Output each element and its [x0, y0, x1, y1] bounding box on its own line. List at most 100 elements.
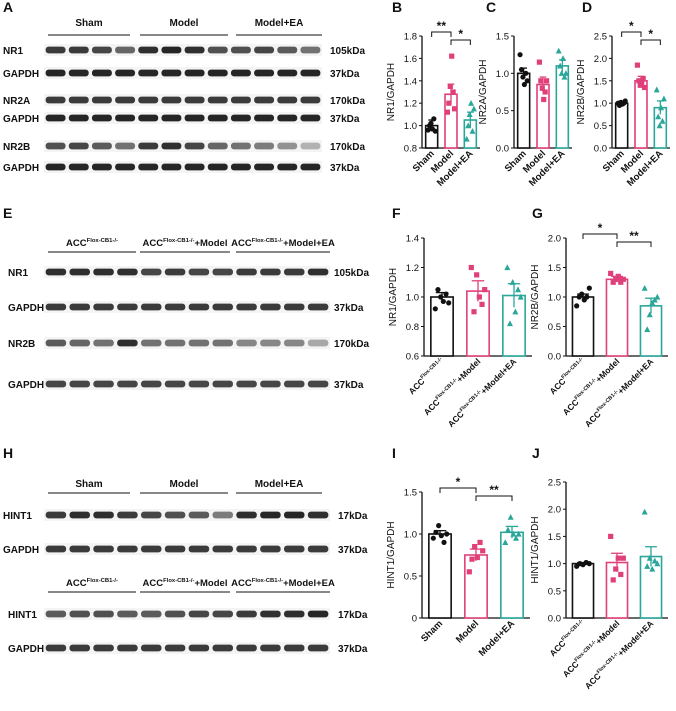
band [69, 303, 90, 311]
band [164, 610, 186, 618]
blot-strip [44, 608, 330, 620]
data-point [543, 78, 550, 84]
data-point [469, 556, 475, 562]
band [212, 610, 233, 618]
band [93, 644, 114, 652]
kda-label: 37kDa [330, 69, 360, 80]
significance-bracket [450, 39, 471, 45]
band [188, 644, 210, 652]
band [307, 303, 329, 311]
band [91, 69, 112, 77]
band [260, 339, 281, 347]
data-point [610, 279, 616, 285]
band [184, 69, 205, 77]
blot-row-label: NR1 [3, 46, 23, 57]
panel-letter-B: B [392, 0, 402, 15]
blot-row-label: GAPDH [3, 114, 39, 125]
band [164, 303, 186, 311]
band [300, 46, 321, 54]
band [91, 114, 112, 122]
band [230, 163, 251, 171]
y-tick-label: 1.4 [406, 234, 419, 245]
group-label: Model+EA [255, 479, 304, 490]
blot-strip [44, 140, 322, 152]
group-label: Sham [75, 479, 102, 490]
band [91, 142, 112, 150]
data-point [443, 291, 449, 297]
y-tick-label: 1.5 [548, 532, 561, 543]
band [207, 46, 228, 54]
data-point [524, 78, 530, 84]
band [138, 163, 159, 171]
band [236, 380, 257, 388]
y-tick-label: 0.0 [548, 614, 561, 625]
band [117, 644, 138, 652]
significance-bracket [582, 233, 618, 239]
band [300, 142, 321, 150]
blot-strip [44, 266, 330, 278]
data-point [432, 128, 438, 134]
band [93, 545, 114, 553]
band [69, 339, 90, 347]
band [141, 303, 162, 311]
group-label: Sham [75, 18, 102, 29]
band [236, 268, 257, 276]
y-tick-label: 0.8 [406, 322, 419, 333]
y-tick-label: 0.0 [496, 144, 509, 155]
band [45, 163, 66, 171]
kda-label: 17kDa [338, 610, 368, 621]
group-label: Model [170, 479, 199, 490]
blot-row-label: GAPDH [8, 380, 44, 391]
y-tick-label: 2.0 [594, 54, 607, 65]
band [141, 644, 162, 652]
data-point [436, 523, 442, 529]
band [164, 545, 186, 553]
chart-D: 0.00.51.01.52.02.5NR2B/GAPDHShamModelMod… [576, 19, 670, 189]
panel-letter-G: G [532, 205, 543, 221]
band [284, 511, 305, 519]
blot-row-label: NR1 [8, 268, 28, 279]
y-axis-label: NR2B/GAPDH [576, 59, 587, 124]
band [138, 46, 159, 54]
band [45, 69, 66, 77]
band [138, 96, 159, 104]
significance-label: ** [629, 229, 639, 243]
data-point [649, 565, 656, 572]
band [117, 303, 138, 311]
y-tick-label: 1.8 [404, 32, 417, 43]
data-point [477, 539, 483, 545]
data-point [639, 80, 645, 86]
data-point [468, 264, 474, 271]
band [236, 511, 257, 519]
band [236, 303, 257, 311]
group-label: ACCFlox-CB1-/-+Model [143, 578, 228, 589]
band [284, 644, 305, 652]
band [68, 142, 89, 150]
data-point [541, 96, 547, 103]
band [93, 268, 114, 276]
band [307, 380, 329, 388]
panel-letter-I: I [392, 445, 396, 461]
blot-strip [44, 642, 330, 654]
x-tick-label: ACCFlox-CB1-/-+Model+EA [583, 618, 656, 691]
band [184, 46, 205, 54]
bar [430, 296, 454, 357]
y-axis-label: NR2A/GAPDH [478, 59, 489, 124]
data-point [504, 526, 511, 533]
blot-row-label: GAPDH [8, 303, 44, 314]
band [260, 380, 281, 388]
band [207, 69, 228, 77]
band [161, 96, 182, 104]
y-tick-label: 1.2 [406, 263, 419, 274]
data-point [440, 298, 446, 305]
blot-strip [44, 509, 330, 521]
band [161, 69, 182, 77]
band [307, 339, 329, 347]
y-tick-label: 1.0 [594, 99, 607, 110]
kda-label: 37kDa [330, 163, 360, 174]
x-tick-label: ACCFlox-CB1-/-+Model+EA [583, 356, 656, 429]
band [141, 511, 162, 519]
bar [605, 278, 629, 357]
data-point [539, 85, 545, 91]
